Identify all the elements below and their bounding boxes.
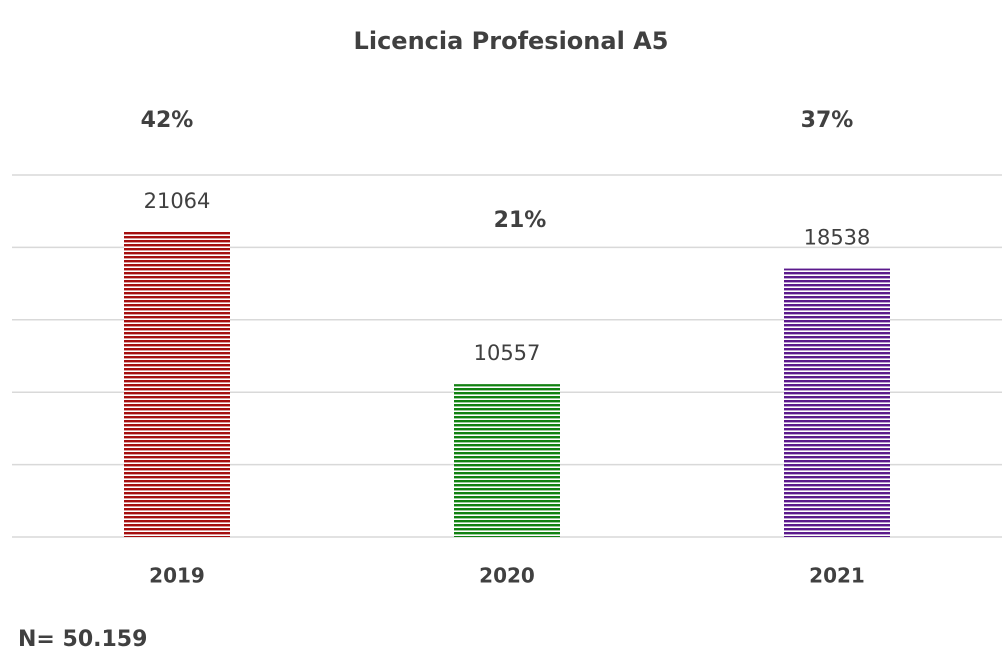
- value-label: 18538: [804, 226, 871, 250]
- percent-label: 42%: [141, 108, 194, 133]
- chart-title: Licencia Profesional A5: [354, 27, 669, 55]
- x-tick-label: 2021: [809, 564, 865, 588]
- note: N= 50.159: [18, 627, 147, 652]
- percent-label: 37%: [801, 108, 854, 133]
- value-label: 21064: [144, 189, 211, 213]
- x-tick-label: 2020: [479, 564, 535, 588]
- x-tick-label: 2019: [149, 564, 205, 588]
- percent-label: 21%: [494, 208, 547, 233]
- bar: [454, 384, 560, 537]
- value-label: 10557: [474, 341, 541, 365]
- bar: [124, 231, 230, 537]
- bar: [784, 268, 890, 537]
